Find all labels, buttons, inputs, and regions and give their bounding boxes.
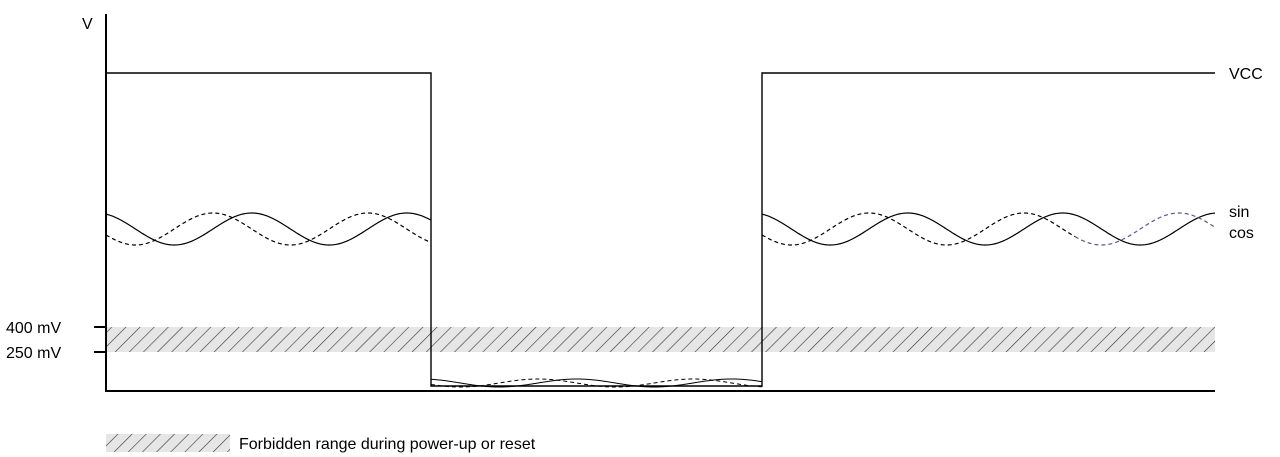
cos-label: cos <box>1229 225 1254 242</box>
vcc-trace <box>106 72 1215 387</box>
sin-trace-segment-2 <box>761 212 1216 246</box>
cos-trace-segment-3 <box>1074 212 1216 246</box>
cos-trace-segment-1 <box>105 212 432 246</box>
legend-label: Forbidden range during power-up or reset <box>239 436 536 453</box>
sin-trace-low-segment <box>430 378 763 388</box>
y-axis-label: V <box>82 16 93 33</box>
sin-label: sin <box>1229 204 1249 221</box>
legend: Forbidden range during power-up or reset <box>106 434 536 453</box>
legend-hatch-swatch <box>106 434 230 452</box>
forbidden-range-band <box>106 327 1215 352</box>
cos-trace-segment-2 <box>761 212 1076 246</box>
vcc-label: VCC <box>1229 66 1263 83</box>
tick-label-250mv: 250 mV <box>6 345 61 362</box>
tick-label-400mv: 400 mV <box>6 320 61 337</box>
sin-trace-segment-1 <box>105 212 432 246</box>
